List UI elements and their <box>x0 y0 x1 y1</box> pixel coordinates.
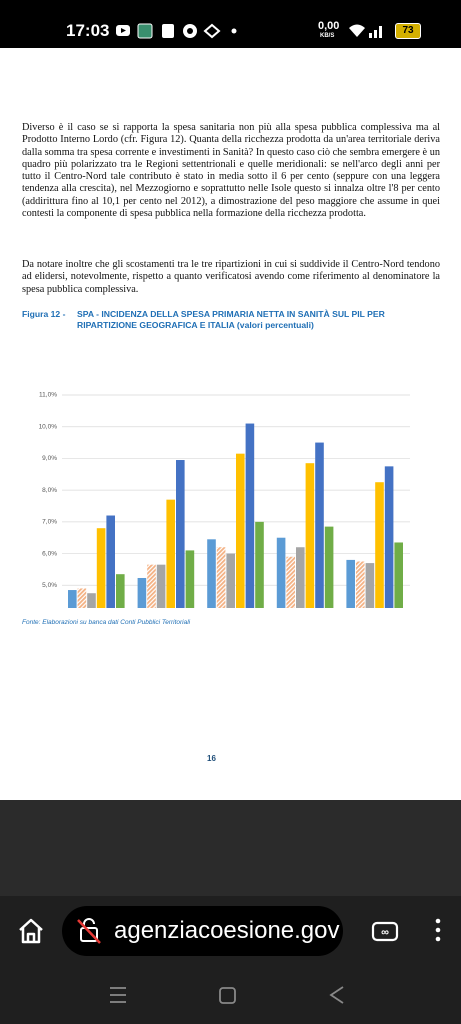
y-tick-label: 6,0% <box>42 550 57 557</box>
bar <box>236 453 245 608</box>
figure-label: Figura 12 - <box>22 309 66 319</box>
bar <box>356 561 365 608</box>
figure-title: SPA - INCIDENZA DELLA SPESA PRIMARIA NET… <box>77 309 385 330</box>
bar <box>87 593 96 608</box>
browser-bar: agenziacoesione.gov ∞ <box>0 896 461 1024</box>
y-tick-label: 10,0% <box>39 423 58 430</box>
bar <box>286 556 295 608</box>
notification-icons <box>116 23 237 39</box>
paragraph: Da notare inoltre che gli scostamenti tr… <box>22 259 440 295</box>
menu-button[interactable] <box>433 916 443 946</box>
bar <box>394 542 403 608</box>
bar <box>77 588 87 608</box>
address-bar[interactable]: agenziacoesione.gov <box>62 906 343 956</box>
y-tick-label: 5,0% <box>42 582 57 589</box>
bar <box>305 463 315 608</box>
bar <box>226 553 235 608</box>
net-speed: 0,00 <box>318 20 340 32</box>
tabs-button[interactable]: ∞ <box>370 920 400 944</box>
bar <box>216 547 226 608</box>
insecure-icon <box>77 918 101 944</box>
document-page: Diverso è il caso se si rapporta la spes… <box>0 48 461 800</box>
y-tick-label: 9,0% <box>42 455 57 462</box>
bar <box>116 574 125 608</box>
signal-icons <box>349 24 382 38</box>
bar <box>185 550 195 608</box>
bar <box>166 499 175 608</box>
battery-level: 73 <box>402 25 414 36</box>
bar <box>245 423 255 608</box>
y-tick-label: 7,0% <box>42 519 57 526</box>
svg-text:∞: ∞ <box>381 926 389 938</box>
bar <box>276 537 286 608</box>
bar <box>176 460 185 608</box>
bar <box>365 563 375 608</box>
url: agenziacoesione.gov <box>114 917 340 944</box>
bar <box>315 442 324 608</box>
battery: 73 <box>395 23 421 39</box>
paragraph: Diverso è il caso se si rapporta la spes… <box>22 122 440 220</box>
bar <box>137 577 147 608</box>
bar <box>384 466 394 608</box>
home-button[interactable] <box>16 916 46 946</box>
clock: 17:03 <box>66 21 110 40</box>
bar <box>296 547 305 608</box>
bar <box>324 526 334 608</box>
net-unit: KB/S <box>320 33 335 39</box>
viewer-background <box>0 800 461 896</box>
bar <box>375 482 384 608</box>
page-number: 16 <box>207 754 216 763</box>
bar <box>147 564 156 608</box>
bar <box>156 564 166 608</box>
bar <box>255 521 264 608</box>
status-bar: 17:03 0,00 KB/S 73 <box>0 0 461 48</box>
bar <box>207 539 216 608</box>
bar <box>68 590 77 608</box>
system-nav <box>110 986 344 1004</box>
y-tick-label: 8,0% <box>42 487 57 494</box>
bar <box>346 559 355 608</box>
bar <box>106 515 115 608</box>
bar <box>96 528 106 608</box>
figure-source: Fonte: Elaborazioni su banca dati Conti … <box>22 619 191 626</box>
y-tick-label: 11,0% <box>39 392 57 399</box>
chart: 4,0%5,0%6,0%7,0%8,0%9,0%10,0%11,0%200020… <box>39 392 410 608</box>
